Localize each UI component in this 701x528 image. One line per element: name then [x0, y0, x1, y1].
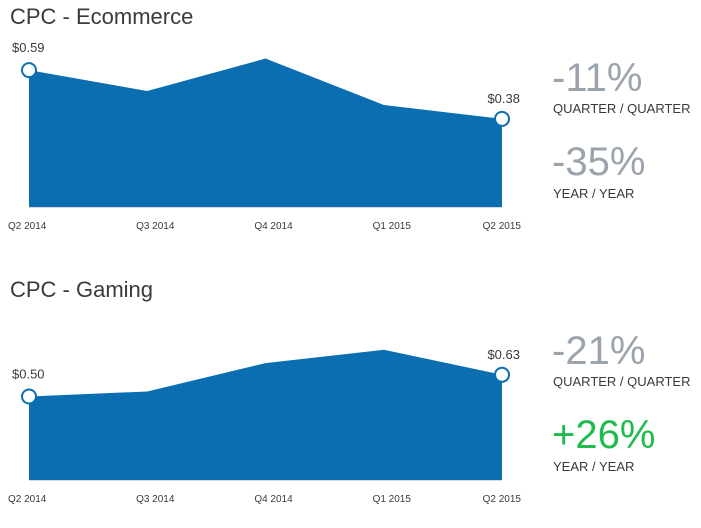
year-change-label: YEAR / YEAR — [553, 459, 635, 474]
quarter-change-value: -21% — [552, 329, 646, 373]
quarter-change-label: QUARTER / QUARTER — [553, 101, 691, 116]
start-value-label: $0.59 — [12, 40, 45, 55]
x-tick-label: Q3 2014 — [136, 221, 175, 232]
x-tick-label: Q3 2014 — [136, 494, 175, 505]
x-tick-label: Q1 2015 — [373, 494, 412, 505]
x-tick-label: Q2 2014 — [8, 221, 47, 232]
year-change-value: +26% — [552, 413, 656, 457]
ecommerce-panel: CPC - Ecommerce Q2 2014 Q3 2014 Q4 2014 Q1 … — [0, 0, 701, 255]
chart-title: CPC - Gaming — [10, 277, 154, 302]
data-point-marker — [494, 366, 510, 383]
area-series — [29, 58, 502, 207]
gaming-panel: CPC - Gaming Q2 2014 Q3 2014 Q4 2014 Q1 201… — [0, 273, 701, 528]
end-value-label: $0.63 — [487, 347, 520, 362]
x-tick-label: Q1 2015 — [373, 221, 412, 232]
data-point-marker — [21, 62, 37, 79]
quarter-change-label: QUARTER / QUARTER — [553, 374, 691, 389]
end-value-label: $0.38 — [487, 91, 520, 106]
data-point-marker — [21, 388, 37, 405]
year-change-label: YEAR / YEAR — [553, 186, 635, 201]
start-value-label: $0.50 — [12, 367, 45, 382]
gaming-area-chart: Q2 2014 Q3 2014 Q4 2014 Q1 2015 Q2 2015 $0.50… — [8, 347, 522, 505]
quarter-change-value: -11% — [552, 56, 643, 100]
area-series — [29, 349, 502, 480]
x-tick-label: Q4 2014 — [254, 221, 293, 232]
x-tick-label: Q4 2014 — [254, 494, 293, 505]
ecommerce-area-chart: Q2 2014 Q3 2014 Q4 2014 Q1 2015 Q2 2015 $0.59… — [8, 40, 522, 232]
chart-title: CPC - Ecommerce — [10, 4, 194, 29]
x-tick-label: Q2 2014 — [8, 494, 47, 505]
data-point-marker — [494, 110, 510, 127]
year-change-value: -35% — [552, 140, 646, 184]
x-tick-label: Q2 2015 — [483, 494, 522, 505]
x-tick-label: Q2 2015 — [483, 221, 522, 232]
